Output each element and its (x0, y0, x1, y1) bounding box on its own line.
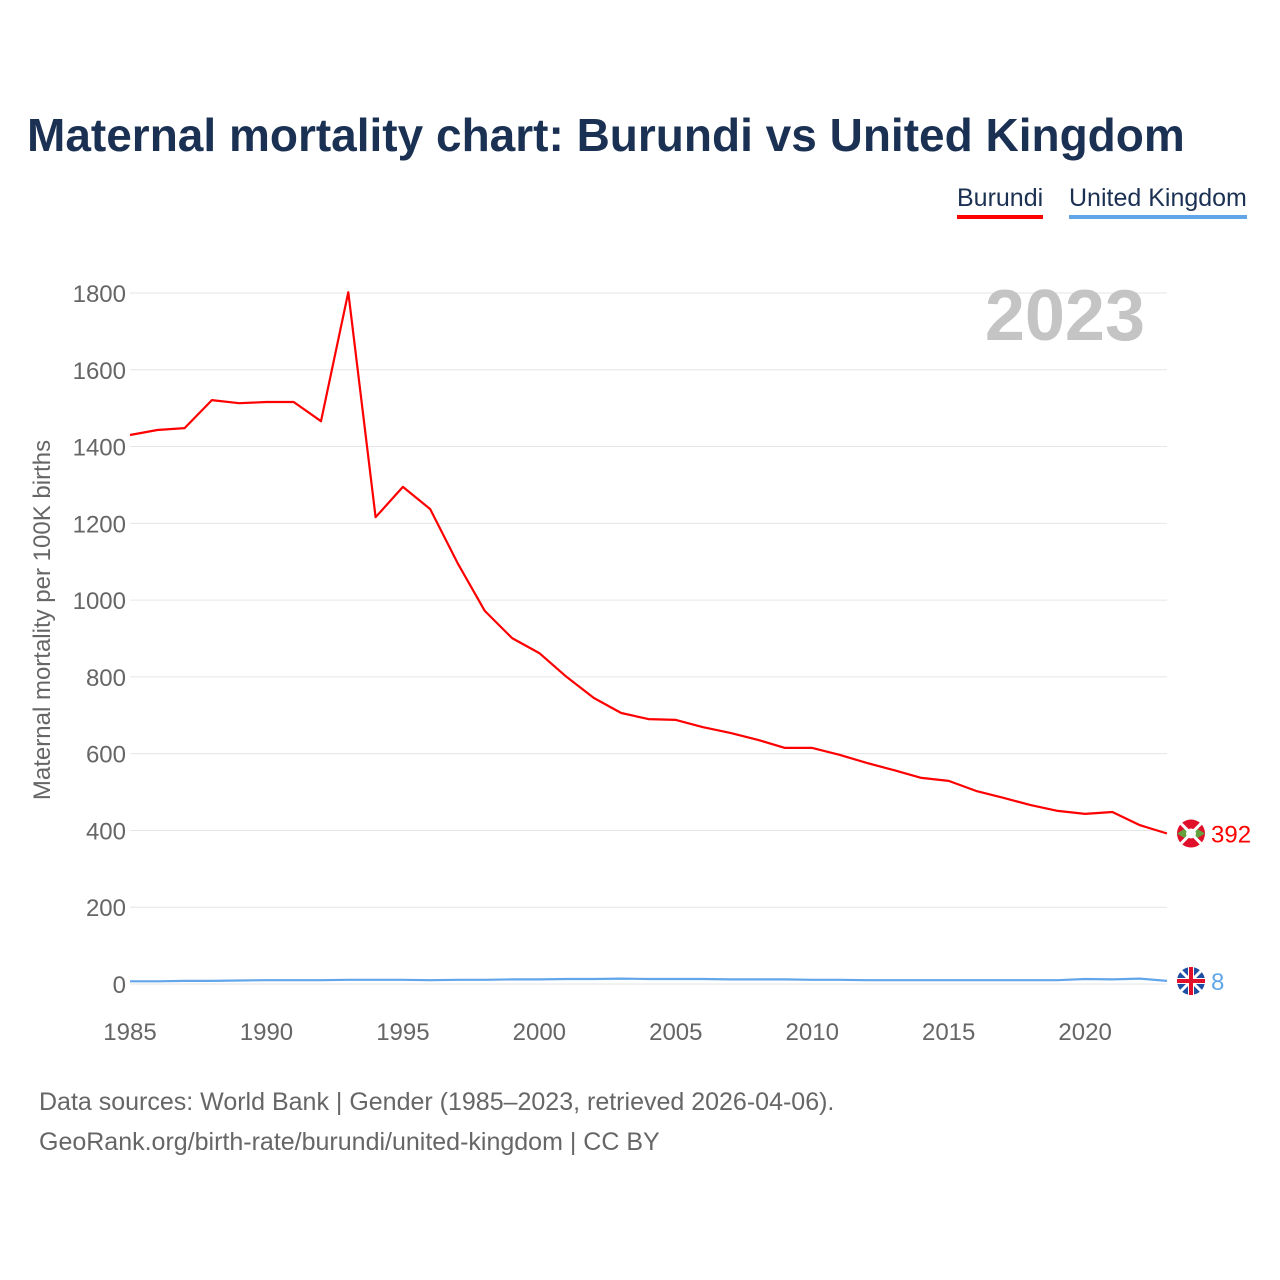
legend-united-kingdom[interactable]: United Kingdom (1069, 184, 1247, 219)
y-tick-label: 1400 (73, 435, 126, 462)
series-line-burundi (129, 291, 1168, 835)
y-tick-label: 800 (86, 665, 126, 692)
footer-sources: Data sources: World Bank | Gender (1985–… (39, 1088, 835, 1116)
y-tick-label: 1200 (73, 511, 126, 538)
y-tick-label: 1000 (73, 588, 126, 615)
x-tick-label: 2005 (649, 1019, 702, 1046)
legend-burundi[interactable]: Burundi (957, 184, 1044, 219)
y-tick-label: 0 (113, 972, 126, 999)
y-tick-label: 1600 (73, 358, 126, 385)
burundi-flag-icon (1177, 819, 1205, 848)
y-tick-label: 200 (86, 895, 126, 922)
y-axis-label: Maternal mortality per 100K births (29, 440, 56, 800)
x-tick-label: 1995 (376, 1019, 429, 1046)
uk-flag-icon (1177, 967, 1205, 995)
chart-title: Maternal mortality chart: Burundi vs Uni… (27, 109, 1185, 161)
y-tick-label: 1800 (73, 281, 126, 308)
end-value-label: 392 (1211, 822, 1251, 849)
series-line-united-kingdom (130, 977, 1168, 983)
year-watermark: 2023 (985, 276, 1145, 356)
end-value-label: 8 (1211, 969, 1224, 996)
x-tick-label: 1990 (240, 1019, 293, 1046)
y-tick-label: 400 (86, 818, 126, 845)
footer-link[interactable]: GeoRank.org/birth-rate/burundi/united-ki… (39, 1128, 660, 1156)
x-tick-label: 2010 (786, 1019, 839, 1046)
x-tick-label: 2015 (922, 1019, 975, 1046)
y-tick-label: 600 (86, 742, 126, 769)
x-tick-label: 2020 (1058, 1019, 1111, 1046)
x-tick-label: 1985 (103, 1019, 156, 1046)
x-tick-label: 2000 (513, 1019, 566, 1046)
